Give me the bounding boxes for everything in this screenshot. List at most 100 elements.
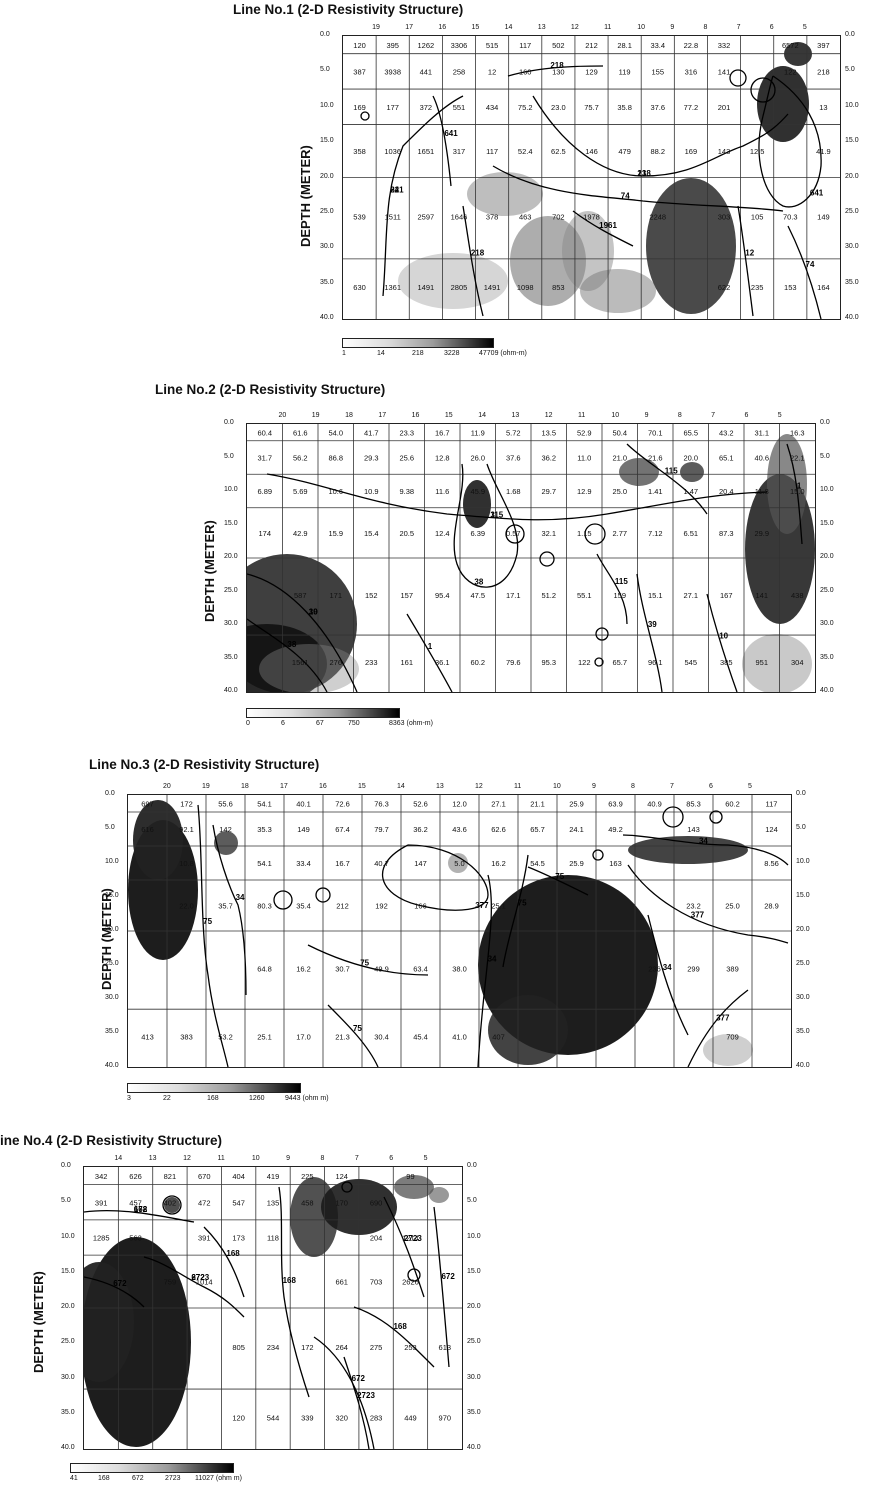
resistivity-shading — [467, 172, 543, 216]
electrode-label: 8 — [703, 24, 708, 31]
depth-tick: 10.0 — [105, 858, 119, 865]
cell-value: 53.2 — [218, 1032, 233, 1041]
contour-line — [627, 864, 789, 944]
contour-loop — [709, 810, 723, 824]
depth-tick: 15.0 — [820, 519, 834, 527]
cell-value: 1036 — [384, 147, 401, 156]
depth-tick: 10.0 — [320, 101, 334, 109]
cell-value: 24.1 — [569, 825, 584, 834]
contour-line — [278, 1186, 310, 1398]
cell-value: 407 — [492, 1032, 505, 1041]
contour-label: 168 — [283, 1276, 297, 1285]
cell-value: 12.4 — [435, 529, 450, 538]
cell-value: 21.1 — [530, 800, 545, 809]
cell-value: 5.69 — [293, 487, 308, 496]
cell-value: 70.3 — [783, 212, 798, 221]
cell-value: 201 — [718, 103, 731, 112]
depth-tick: 40.0 — [320, 314, 334, 321]
cell-value: 118 — [267, 1234, 279, 1243]
cell-value: 670 — [198, 1172, 211, 1181]
cell-value: 95.4 — [435, 591, 450, 600]
contour-line — [212, 824, 247, 996]
depth-tick: 40.0 — [224, 687, 238, 694]
cell-value: 65.5 — [683, 428, 698, 437]
cell-value: 10.8 — [179, 859, 194, 868]
electrode-label: 18 — [345, 412, 353, 419]
depth-tick: 5.0 — [820, 452, 830, 460]
electrode-label: 10 — [251, 1155, 260, 1162]
contour-loop — [162, 1195, 182, 1215]
depth-tick: 35.0 — [105, 1028, 119, 1035]
cell-value: 173 — [232, 1234, 245, 1243]
cell-value: 135 — [267, 1198, 280, 1207]
depth-tick: 25.0 — [796, 960, 810, 967]
cell-value: 1.47 — [683, 487, 698, 496]
cell-value: 15.4 — [364, 529, 379, 538]
depth-tick: 5.0 — [845, 66, 855, 74]
cell-value: 434 — [486, 103, 499, 112]
scale-tick: 41 — [70, 1475, 78, 1482]
cell-value: 16.7 — [335, 859, 350, 868]
contour-label: 1 — [428, 642, 433, 651]
depth-tick: 0.0 — [820, 419, 830, 426]
cell-value: 1978 — [583, 212, 600, 221]
cell-value: 389 — [726, 964, 739, 973]
resistivity-shading — [767, 434, 807, 534]
cell-value: 383 — [180, 1032, 193, 1041]
electrode-label: 10 — [553, 783, 561, 790]
contour-line — [706, 593, 738, 692]
cell-value: 236 — [648, 964, 661, 973]
cell-value: 225 — [301, 1172, 314, 1181]
scale-tick: 67 — [316, 720, 324, 727]
section-plot: 697 172 55.6 54.1 40.1 72.6 76.3 52.6 12.0 27.1 21… — [127, 794, 792, 1068]
cell-value: 12.5 — [750, 147, 765, 156]
resistivity-shading — [259, 644, 359, 692]
cell-value: 117 — [519, 41, 531, 50]
cell-value: 27.1 — [491, 800, 506, 809]
cell-value: 28.9 — [764, 902, 779, 911]
depth-axis-label: DEPTH (METER) — [99, 888, 114, 990]
depth-tick: 25.0 — [224, 586, 238, 594]
color-scale-bar — [70, 1463, 234, 1473]
contour-line — [502, 854, 529, 968]
electrode-label: 12 — [183, 1155, 191, 1162]
contour-line — [462, 205, 484, 317]
cell-value: 21.3 — [335, 1032, 350, 1041]
electrode-label: 11 — [578, 412, 586, 419]
depth-tick: 20.0 — [224, 553, 238, 560]
cell-value: 21.6 — [648, 454, 663, 463]
color-scale-bar — [127, 1083, 301, 1093]
depth-tick: 15.0 — [224, 519, 238, 527]
depth-tick: 25.0 — [820, 586, 834, 594]
scale-tick: 3228 — [444, 350, 460, 357]
contour-label: 641 — [444, 129, 458, 138]
resistivity-shading — [429, 1187, 449, 1203]
scale-tick: 168 — [207, 1095, 219, 1102]
electrode-label: 6 — [389, 1155, 394, 1162]
section-svg: 60.4 61.6 54.0 41.7 23.3 16.7 11.9 5.72 13.5 52.9… — [247, 424, 815, 692]
cell-value: 35.8 — [617, 103, 632, 112]
resistivity-shading — [646, 178, 736, 314]
depth-tick: 35.0 — [467, 1408, 481, 1416]
cell-value: 54.1 — [257, 800, 272, 809]
cell-value: 141 — [718, 67, 731, 76]
cell-value: 65.1 — [719, 454, 734, 463]
cell-value: 43.6 — [452, 825, 467, 834]
cell-value: 167 — [720, 591, 733, 600]
cell-value: 72.6 — [335, 800, 350, 809]
electrode-label: 8 — [320, 1155, 325, 1162]
cell-value: 77.2 — [684, 103, 699, 112]
contour-label: 168 — [393, 1322, 407, 1331]
cell-value: 40.1 — [296, 800, 311, 809]
contour-line — [527, 866, 589, 896]
cell-value: 626 — [129, 1172, 142, 1181]
color-scale-bar — [342, 338, 494, 348]
panel-title: Line No.1 (2-D Resistivity Structure) — [233, 2, 464, 17]
cell-value: 26.0 — [470, 454, 485, 463]
cell-value: 15.0 — [790, 487, 805, 496]
electrode-label: 11 — [604, 24, 612, 31]
depth-tick: 30.0 — [224, 620, 238, 627]
cell-value: 449 — [404, 1413, 417, 1422]
electrode-label: 19 — [311, 412, 320, 419]
cell-value: 233 — [365, 658, 378, 667]
